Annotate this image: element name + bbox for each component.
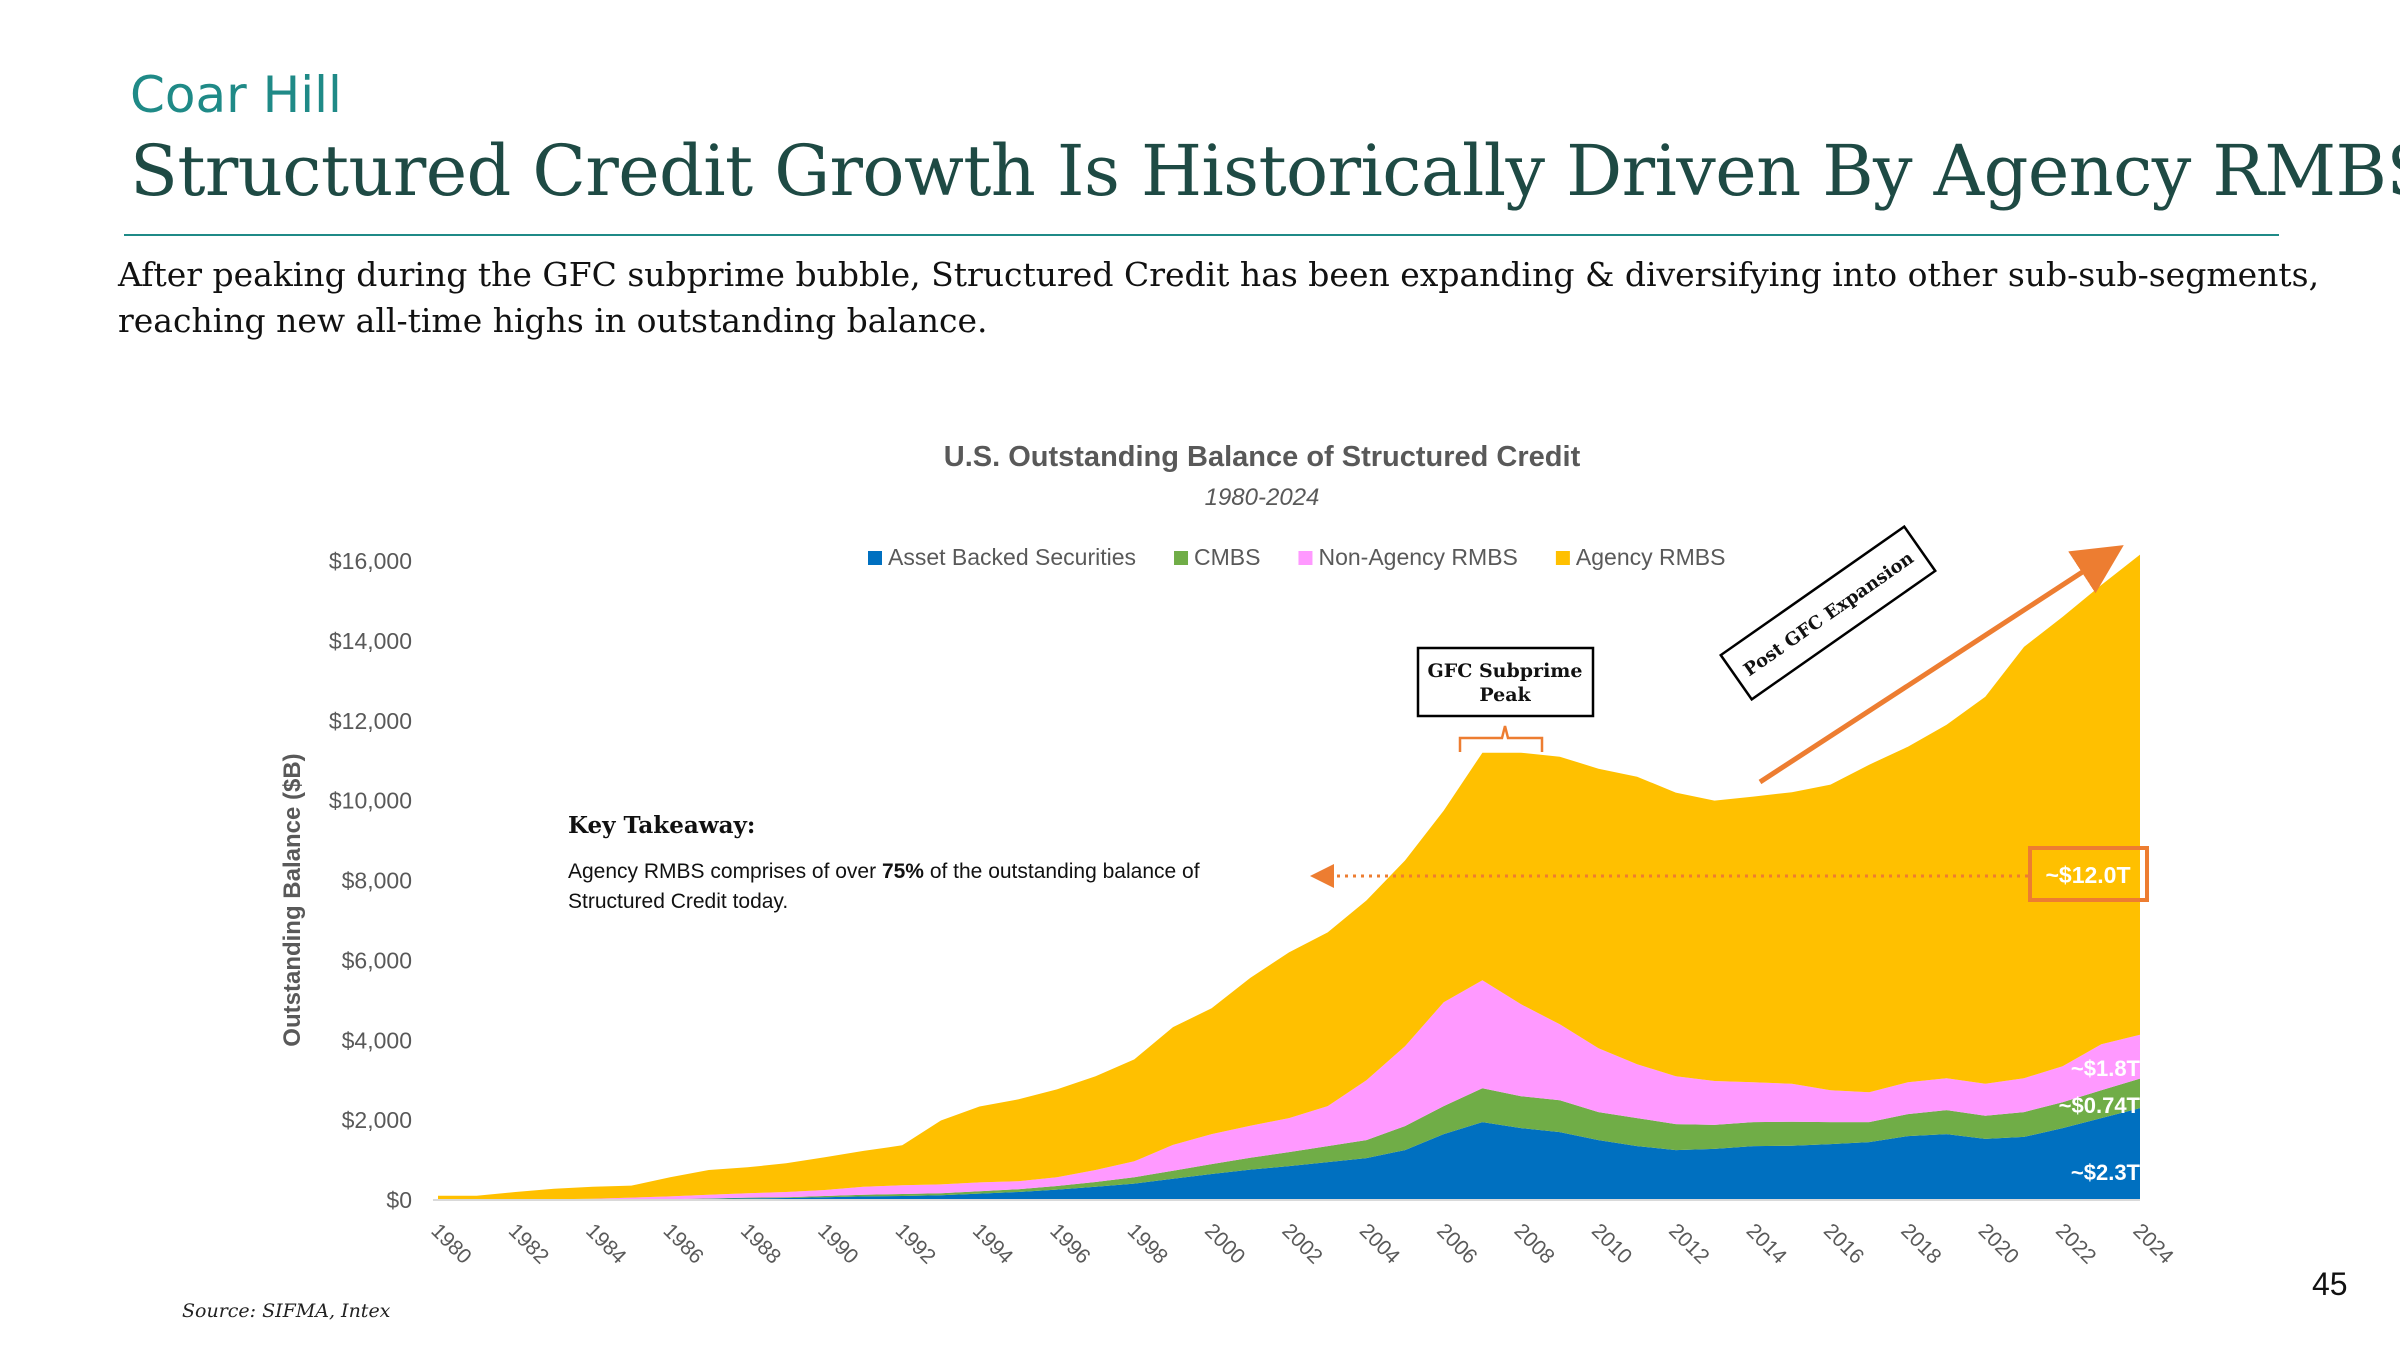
post-gfc-callout: Post GFC Expansion <box>1719 524 1937 702</box>
post-gfc-label: Post GFC Expansion <box>1740 548 1918 681</box>
area-series-3 <box>438 554 2140 1200</box>
legend-label-1: CMBS <box>1194 544 1260 570</box>
title-divider <box>124 234 2279 236</box>
slide-title: Structured Credit Growth Is Historically… <box>130 130 2400 212</box>
x-tick-label: 1994 <box>968 1219 1018 1269</box>
y-tick-label: $6,000 <box>342 947 412 973</box>
x-tick-label: 2004 <box>1355 1219 1405 1269</box>
y-tick-label: $16,000 <box>329 548 412 574</box>
slide-subtitle: After peaking during the GFC subprime bu… <box>118 255 2320 340</box>
x-tick-label: 2022 <box>2051 1219 2100 1268</box>
agency-value-box <box>2028 846 2149 902</box>
chart-subtitle: 1980-2024 <box>1205 484 1320 511</box>
x-tick-label: 2020 <box>1974 1219 2023 1268</box>
x-tick-label: 1986 <box>659 1219 708 1268</box>
x-tick-label: 1992 <box>891 1219 940 1268</box>
x-axis: 1980 1982 1984 1986 1988 1990 1992 1994 1996 1998… <box>426 1219 2178 1269</box>
legend-swatch-0 <box>868 551 882 565</box>
chart-title: U.S. Outstanding Balance of Structured C… <box>944 441 1581 473</box>
x-tick-label: 2018 <box>1896 1219 1945 1268</box>
y-tick-label: $14,000 <box>329 628 412 654</box>
area-series-0 <box>438 1108 2140 1200</box>
abs-value-label: ~$2.3T <box>2071 1160 2141 1185</box>
x-tick-label: 2002 <box>1277 1219 1326 1268</box>
post-gfc-box <box>1719 524 1937 702</box>
x-tick-label: 2008 <box>1510 1219 1559 1268</box>
x-tick-label: 2016 <box>1819 1219 1868 1268</box>
gfc-peak-label-line2: Peak <box>1479 684 1531 706</box>
legend-label-0: Asset Backed Securities <box>888 544 1136 570</box>
area-series-1 <box>438 1078 2140 1200</box>
key-takeaway-line1: Agency RMBS comprises of over 75% of the… <box>568 860 1200 883</box>
y-tick-label: $4,000 <box>342 1027 412 1053</box>
legend-swatch-2 <box>1298 551 1313 565</box>
gfc-peak-label-line1: GFC Subprime <box>1428 660 1583 682</box>
legend-swatch-1 <box>1174 551 1189 565</box>
post-gfc-arrow <box>1758 545 2124 785</box>
x-tick-label: 1996 <box>1045 1219 1094 1268</box>
x-tick-label: 1990 <box>813 1219 862 1268</box>
legend-swatch-3 <box>1555 551 1570 565</box>
x-tick-label: 2000 <box>1200 1219 1249 1268</box>
x-tick-label: 2012 <box>1664 1219 1713 1268</box>
non-agency-value-label: ~$1.8T <box>2071 1056 2141 1081</box>
x-tick-label: 1984 <box>581 1219 631 1269</box>
y-tick-label: $12,000 <box>329 708 412 734</box>
key-takeaway-title: Key Takeaway: <box>568 812 755 839</box>
key-takeaway-line2: Structured Credit today. <box>568 890 788 913</box>
page-number: 45 <box>2312 1266 2348 1302</box>
cmbs-value-label: ~$0.74T <box>2059 1093 2141 1118</box>
y-axis: $0 $2,000 $4,000 $6,000 $8,000 $10,000 $12,000… <box>329 548 412 1213</box>
x-tick-label: 2010 <box>1587 1219 1636 1268</box>
legend-label-3: Agency RMBS <box>1576 544 1726 570</box>
gfc-peak-bracket <box>1458 725 1544 752</box>
brand-name: Coar Hill <box>130 66 342 124</box>
gfc-peak-box <box>1416 646 1595 718</box>
x-tick-label: 1980 <box>426 1219 475 1268</box>
y-axis-label: Outstanding Balance ($B) <box>279 753 306 1046</box>
agency-value-label: ~$12.0T <box>2045 862 2130 888</box>
stacked-areas <box>438 554 2140 1200</box>
source-note: Source: SIFMA, Intex <box>182 1300 391 1322</box>
x-tick-label: 1998 <box>1123 1219 1172 1268</box>
legend-label-2: Non-Agency RMBS <box>1318 544 1517 570</box>
y-tick-label: $10,000 <box>329 788 412 814</box>
x-tick-label: 2024 <box>2128 1219 2178 1269</box>
y-tick-label: $8,000 <box>342 868 412 894</box>
y-tick-label: $0 <box>386 1187 412 1213</box>
area-series-2 <box>438 980 2140 1200</box>
y-tick-label: $2,000 <box>342 1107 412 1133</box>
chart-legend: Asset Backed Securities CMBS Non-Agency RM… <box>868 544 1725 570</box>
x-tick-label: 1982 <box>504 1219 553 1268</box>
x-tick-label: 2006 <box>1432 1219 1481 1268</box>
x-tick-label: 1988 <box>736 1219 785 1268</box>
x-tick-label: 2014 <box>1742 1219 1792 1269</box>
